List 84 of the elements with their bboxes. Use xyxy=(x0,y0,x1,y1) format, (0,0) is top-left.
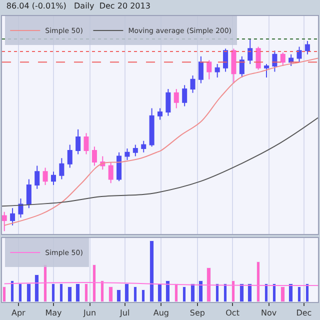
candlestick xyxy=(84,132,89,155)
bar xyxy=(18,284,22,302)
bar xyxy=(134,286,137,302)
candlestick xyxy=(190,75,196,94)
candlestick xyxy=(92,146,97,166)
candlestick xyxy=(256,46,261,70)
candlestick xyxy=(272,50,278,72)
candlestick xyxy=(174,88,179,109)
bar xyxy=(306,284,309,302)
bar xyxy=(150,240,154,302)
bar xyxy=(240,284,244,302)
candlestick xyxy=(296,46,302,63)
candlestick xyxy=(108,161,114,184)
candlestick xyxy=(239,56,244,78)
candlestick xyxy=(214,64,220,78)
bar xyxy=(60,284,63,302)
bar xyxy=(272,284,276,302)
candlestick xyxy=(10,208,16,226)
candlestick xyxy=(76,128,81,155)
bar xyxy=(76,284,80,302)
candlestick xyxy=(67,144,72,168)
candlestick xyxy=(2,211,7,232)
candlestick xyxy=(50,171,56,186)
candlestick xyxy=(157,108,163,120)
bar xyxy=(206,268,211,302)
bar xyxy=(198,280,203,302)
bar xyxy=(100,280,104,302)
candlestick xyxy=(116,152,122,182)
bar xyxy=(288,284,293,302)
bar xyxy=(256,262,260,302)
candlestick xyxy=(248,38,253,65)
x-tick-label: May xyxy=(45,308,62,318)
bar xyxy=(298,286,301,302)
bar xyxy=(232,280,235,302)
bar xyxy=(26,284,31,302)
candlestick xyxy=(206,60,212,80)
candlestick xyxy=(223,48,228,72)
x-tick-label: Nov xyxy=(261,308,277,318)
candlestick xyxy=(132,144,138,157)
bar xyxy=(224,284,227,302)
candlestick xyxy=(26,178,32,209)
candlestick xyxy=(166,88,171,116)
x-tick-label: Jun xyxy=(82,308,96,318)
bar xyxy=(142,290,145,302)
x-tick-label: Jul xyxy=(119,308,130,318)
bar xyxy=(52,284,55,302)
candlestick xyxy=(182,84,188,107)
bar xyxy=(2,286,6,302)
x-tick-label: Dec xyxy=(296,308,312,318)
candlestick xyxy=(264,64,270,78)
bar xyxy=(174,284,178,302)
candlestick xyxy=(280,52,286,66)
x-tick-label: Oct xyxy=(226,308,240,318)
candlestick xyxy=(149,108,154,148)
candlestick xyxy=(304,40,310,55)
candlestick xyxy=(59,158,64,180)
candlestick xyxy=(198,56,204,84)
bar xyxy=(10,280,14,302)
candlestick xyxy=(141,140,146,153)
bar xyxy=(116,290,121,302)
bar xyxy=(34,274,39,302)
bar xyxy=(44,264,47,302)
bar xyxy=(264,284,268,302)
bar xyxy=(248,284,252,302)
bar xyxy=(166,280,170,302)
bar xyxy=(216,284,219,302)
bar xyxy=(190,284,195,302)
candlestick xyxy=(231,48,236,84)
candlestick xyxy=(124,148,130,161)
bar xyxy=(68,286,72,302)
bar xyxy=(158,284,162,302)
bar xyxy=(84,284,88,302)
x-tick-label: Sep xyxy=(190,308,205,318)
bar xyxy=(124,284,129,302)
bar xyxy=(92,264,96,302)
x-tick-label: Apr xyxy=(11,308,26,318)
chart-title: 86.04 (-0.01%) Daily Dec 20 2013 xyxy=(6,2,150,11)
bar xyxy=(108,286,113,302)
candlestick xyxy=(42,167,48,186)
x-tick-label: Aug xyxy=(153,308,169,318)
candlestick xyxy=(34,165,40,190)
bar xyxy=(280,286,285,302)
bar xyxy=(182,286,186,302)
candlestick xyxy=(18,198,24,218)
